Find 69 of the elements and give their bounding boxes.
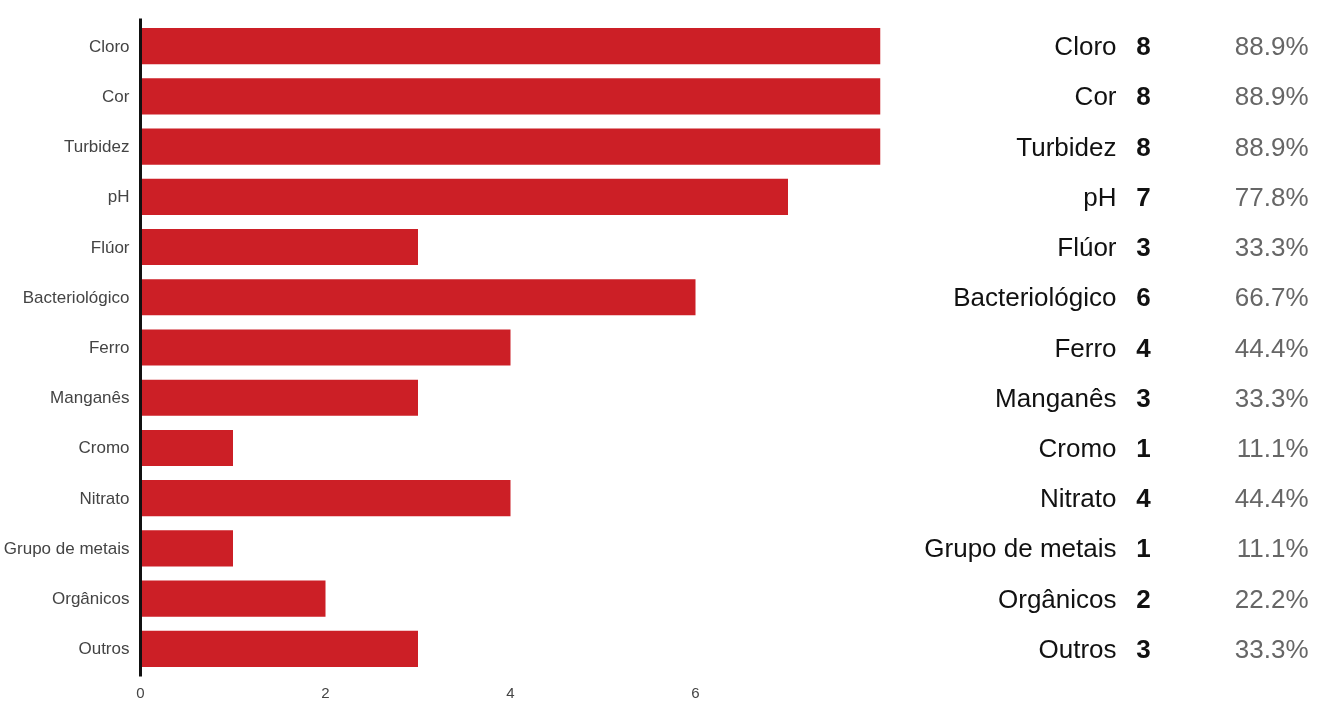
y-tick-label: Manganês xyxy=(50,388,130,408)
bar xyxy=(140,630,418,667)
bar xyxy=(140,228,418,266)
category-label: Manganês xyxy=(995,382,1117,413)
data-label: 3 xyxy=(1136,633,1151,664)
category-label: Cloro xyxy=(1054,31,1117,62)
category-label: Grupo de metais xyxy=(924,533,1117,564)
text: 44.4% xyxy=(1234,332,1309,363)
data-label: 8 xyxy=(1136,31,1151,62)
x-tick-label: 6 xyxy=(691,683,700,701)
x-tick-label: 2 xyxy=(321,683,330,701)
category-label: pH xyxy=(1083,181,1117,212)
bar xyxy=(140,379,418,416)
data-label: 4 xyxy=(1136,332,1152,363)
data-label: 1 xyxy=(1136,432,1151,463)
text: 88.9% xyxy=(1234,31,1309,62)
category-label: Flúor xyxy=(1057,232,1117,263)
text: 22.2% xyxy=(1234,583,1309,614)
data-label: 8 xyxy=(1136,81,1151,112)
text: 88.9% xyxy=(1234,131,1309,162)
bar xyxy=(140,279,696,316)
y-tick-label: Bacteriológico xyxy=(22,287,130,307)
bar xyxy=(140,78,881,115)
y-tick-label: Cromo xyxy=(78,438,130,458)
data-label: 1 xyxy=(1136,533,1151,564)
x-tick-label: 0 xyxy=(136,683,145,701)
y-tick-label: Cor xyxy=(102,86,130,106)
y-tick-label: Grupo de metais xyxy=(3,538,130,558)
category-label: Cromo xyxy=(1038,432,1117,463)
data-label: 8 xyxy=(1136,131,1151,162)
bar xyxy=(140,480,511,517)
x-tick-label: 4 xyxy=(506,683,515,701)
data-label: 6 xyxy=(1136,282,1151,313)
bar xyxy=(140,580,326,617)
category-label: Nitrato xyxy=(1039,483,1117,514)
category-label: Turbidez xyxy=(1016,131,1117,162)
y-tick-label: Outros xyxy=(78,639,130,659)
y-tick-label: Ferro xyxy=(88,338,130,357)
y-tick-label: Orgânicos xyxy=(52,589,130,609)
text: 11.1% xyxy=(1236,432,1309,463)
bar xyxy=(140,429,233,467)
category-label: Bacteriológico xyxy=(953,282,1117,313)
category-label: Outros xyxy=(1038,633,1117,664)
text: 33.3% xyxy=(1234,633,1309,664)
text: 66.7% xyxy=(1234,282,1309,313)
text: 77.8% xyxy=(1234,181,1309,212)
text: 33.3% xyxy=(1234,382,1309,413)
data-label: 2 xyxy=(1136,583,1151,614)
y-tick-label: Flúor xyxy=(90,237,130,257)
category-label: Cor xyxy=(1074,81,1117,112)
bar xyxy=(140,530,233,567)
data-label: 3 xyxy=(1136,232,1151,263)
bar xyxy=(140,128,881,165)
bar xyxy=(140,28,881,65)
y-tick-label: Turbidez xyxy=(63,137,130,157)
bar xyxy=(140,178,788,215)
text: 11.1% xyxy=(1236,533,1309,564)
bar xyxy=(140,329,511,366)
text: 88.9% xyxy=(1234,81,1309,112)
data-label: 7 xyxy=(1136,181,1151,212)
text: 44.4% xyxy=(1234,483,1309,514)
y-tick-label: pH xyxy=(107,187,130,207)
data-label: 4 xyxy=(1136,483,1152,514)
text: 33.3% xyxy=(1234,232,1309,263)
category-label: Ferro xyxy=(1054,332,1117,363)
data-label: 3 xyxy=(1136,382,1151,413)
y-tick-label: Nitrato xyxy=(79,488,130,508)
y-tick-label: Cloro xyxy=(88,36,130,56)
category-label: Orgânicos xyxy=(998,583,1117,614)
